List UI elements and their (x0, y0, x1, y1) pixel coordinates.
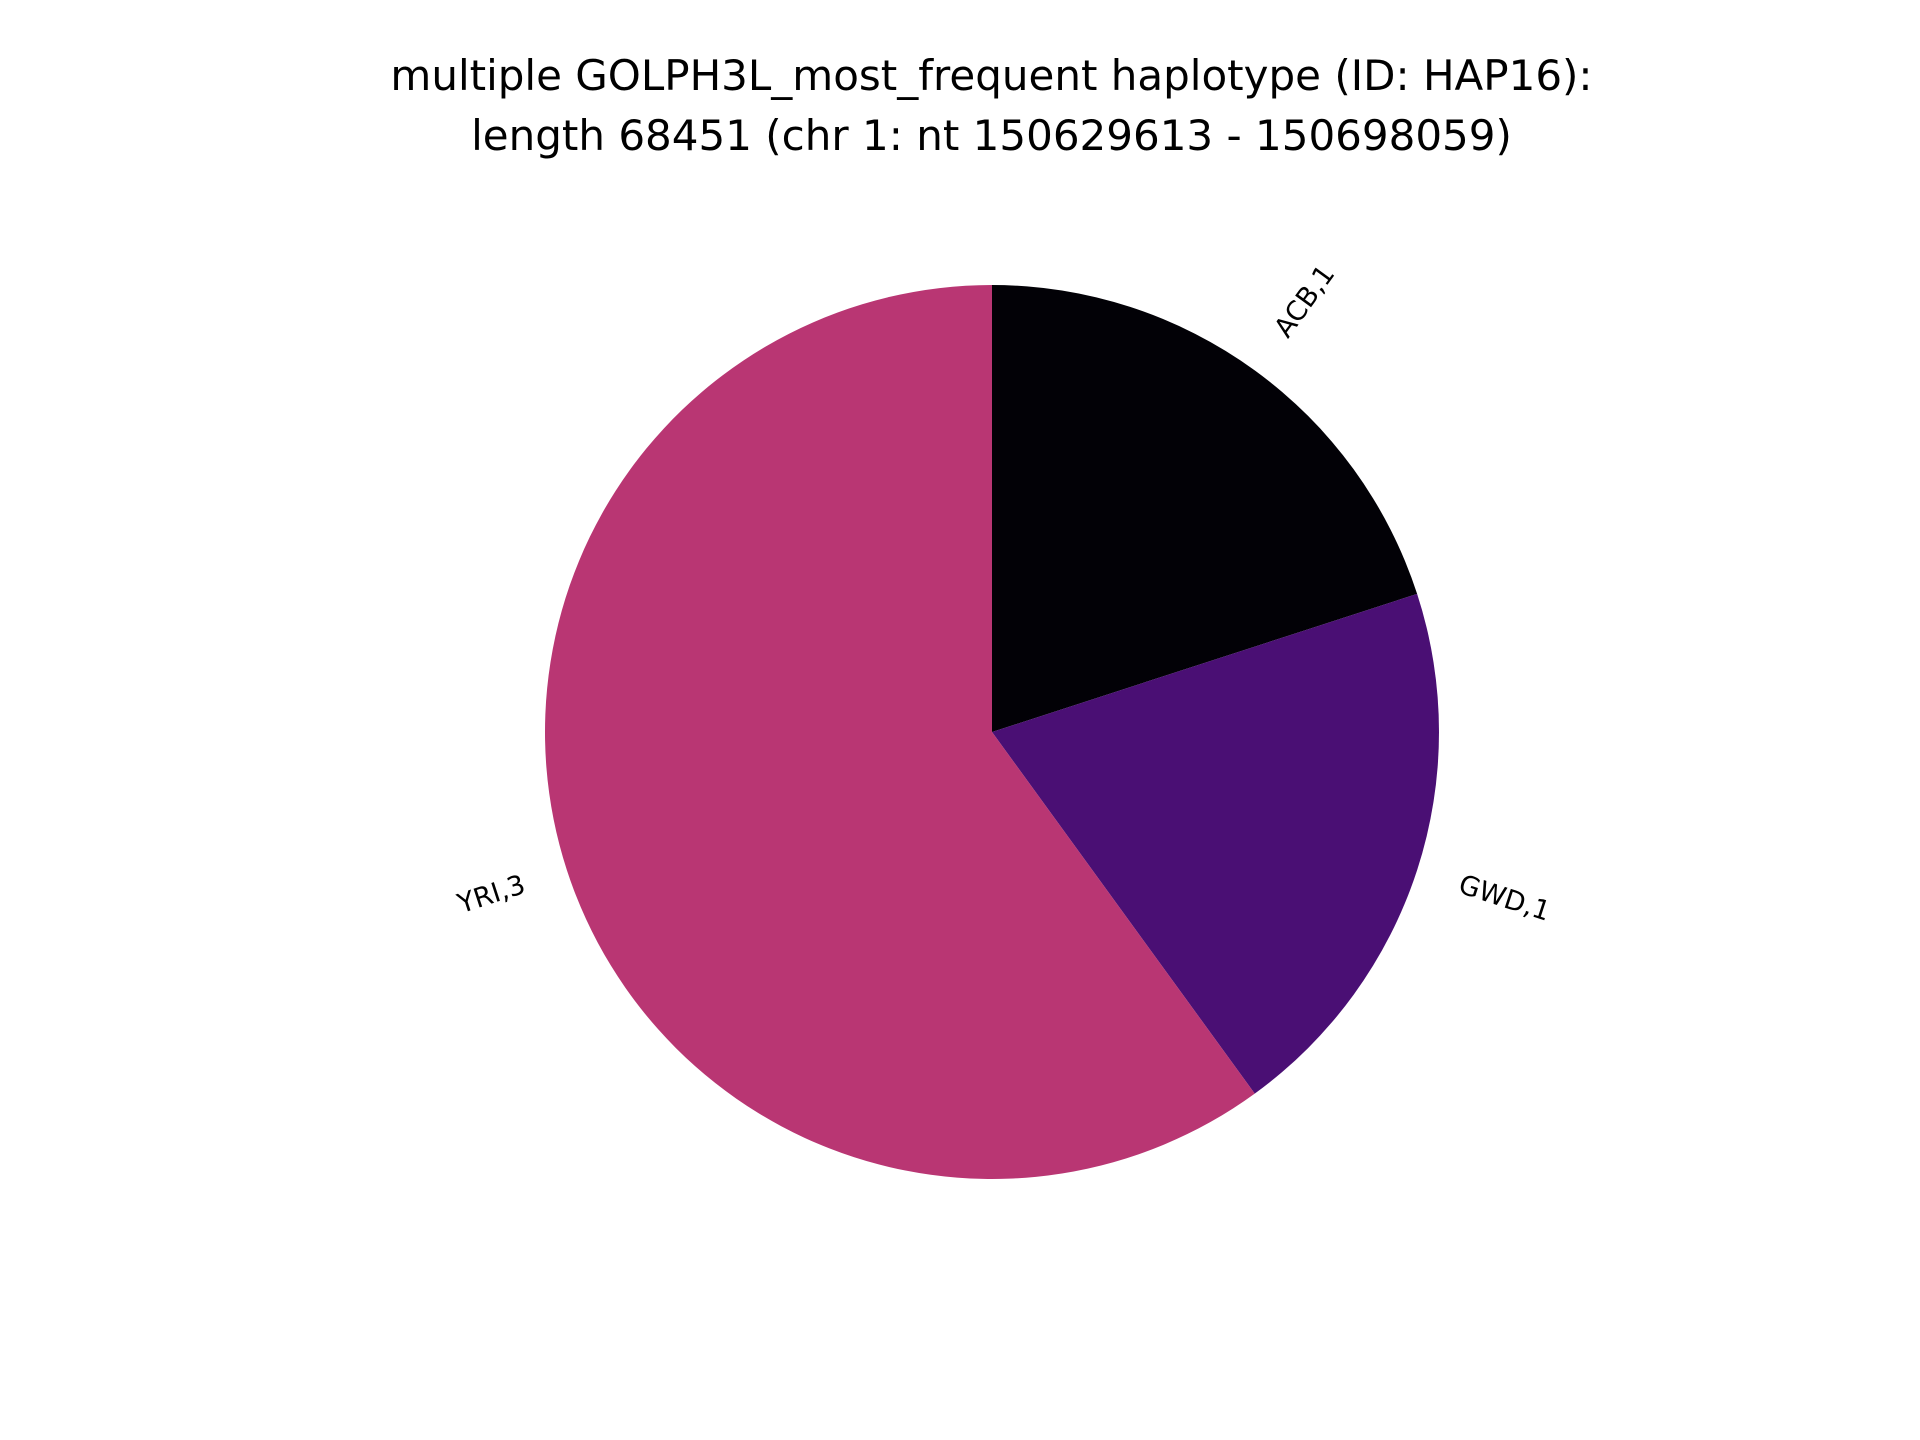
pie-slice-acb (992, 285, 1418, 732)
chart-title: multiple GOLPH3L_most_frequent haplotype… (0, 46, 1920, 166)
pie-slice-gwd (992, 593, 1439, 1094)
pie-slices (544, 285, 1439, 1179)
pie-label-gwd: GWD,1 (1455, 869, 1554, 928)
pie-label-acb: ACB,1 (1268, 259, 1341, 343)
pie-label-yri: YRI,3 (453, 869, 529, 920)
chart-title-line-2: length 68451 (chr 1: nt 150629613 - 1506… (471, 111, 1512, 160)
chart-title-line-1: multiple GOLPH3L_most_frequent haplotype… (390, 51, 1593, 100)
pie-slice-yri (544, 285, 1255, 1179)
